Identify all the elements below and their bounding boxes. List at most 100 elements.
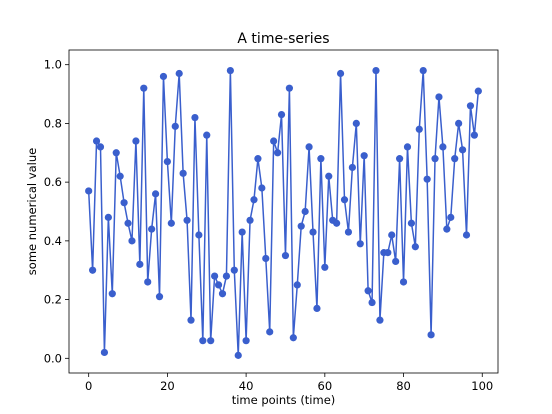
data-point <box>171 122 179 130</box>
data-point <box>179 169 187 177</box>
data-point <box>108 290 116 298</box>
data-point <box>246 216 254 224</box>
data-point <box>207 337 215 345</box>
data-point <box>89 266 97 274</box>
y-tick-label: 0.2 <box>44 293 62 307</box>
data-point <box>470 131 478 139</box>
data-point <box>187 316 195 324</box>
y-tick-label: 0.4 <box>44 234 62 248</box>
chart-title: A time-series <box>237 31 329 47</box>
data-point <box>376 316 384 324</box>
data-point <box>242 337 250 345</box>
data-point <box>254 155 262 163</box>
data-point <box>214 281 223 289</box>
data-point <box>250 196 258 204</box>
data-point <box>163 157 171 166</box>
data-point <box>474 87 482 95</box>
data-point <box>222 272 231 280</box>
y-tick-label: 0.8 <box>44 116 62 130</box>
data-point <box>443 225 451 233</box>
data-point <box>407 219 416 227</box>
x-tick-label: 80 <box>396 379 411 393</box>
data-point <box>293 281 301 289</box>
data-point <box>305 143 313 151</box>
data-point <box>427 331 435 339</box>
data-point <box>396 155 404 163</box>
data-point <box>195 231 203 239</box>
data-point <box>372 66 380 75</box>
data-point <box>321 263 329 271</box>
x-tick-label: 100 <box>471 379 493 393</box>
data-point <box>226 66 234 75</box>
data-point <box>317 155 325 163</box>
data-point <box>120 199 128 207</box>
data-point <box>148 225 156 233</box>
data-point <box>344 228 353 236</box>
data-point <box>151 190 160 198</box>
data-point <box>183 216 191 224</box>
data-point <box>266 328 274 336</box>
data-point <box>277 111 286 119</box>
data-point <box>297 222 305 230</box>
data-point <box>191 113 199 122</box>
data-point <box>104 213 112 221</box>
data-point <box>140 84 148 92</box>
data-point <box>199 337 207 345</box>
data-point <box>167 219 175 227</box>
y-axis-ticks: 0.0 0.2 0.4 0.6 0.8 1.0 <box>44 58 69 365</box>
data-point <box>392 257 400 266</box>
x-tick-label: 40 <box>239 379 254 393</box>
data-point <box>132 137 140 145</box>
data-point <box>435 93 443 101</box>
data-point <box>218 290 227 298</box>
data-point <box>336 69 345 78</box>
data-point <box>262 254 270 263</box>
data-point <box>423 175 431 183</box>
data-point <box>144 278 152 286</box>
data-point <box>100 348 109 357</box>
data-point <box>116 172 124 180</box>
data-point <box>258 184 266 192</box>
data-point <box>203 131 211 139</box>
data-point <box>124 219 132 227</box>
data-point <box>309 228 317 236</box>
data-point <box>368 298 376 307</box>
data-point <box>415 125 423 133</box>
data-point <box>112 149 120 157</box>
data-point <box>285 84 293 92</box>
data-point <box>384 249 392 257</box>
series-line <box>87 70 480 356</box>
data-point <box>439 143 447 151</box>
data-point <box>466 102 475 110</box>
data-point <box>136 260 144 268</box>
data-point <box>356 240 364 248</box>
y-axis-label: some numerical value <box>25 148 39 275</box>
y-tick-label: 0.6 <box>44 175 62 189</box>
y-tick-label: 1.0 <box>44 58 62 72</box>
data-point <box>399 278 408 286</box>
data-point <box>388 231 396 239</box>
data-point <box>128 237 136 245</box>
data-point <box>85 187 93 195</box>
x-axis-ticks: 0 20 40 60 80 100 <box>85 373 493 393</box>
data-point <box>431 155 439 163</box>
data-point <box>211 272 219 280</box>
data-point <box>238 228 246 236</box>
data-point <box>230 266 238 274</box>
data-point <box>274 149 282 157</box>
data-point <box>333 219 341 227</box>
data-point <box>234 351 242 359</box>
data-point <box>458 146 467 154</box>
data-point <box>360 152 368 160</box>
data-point <box>348 163 356 172</box>
data-point <box>96 143 105 151</box>
data-point <box>447 213 455 221</box>
data-point <box>159 72 168 81</box>
data-point <box>462 231 471 239</box>
data-point <box>455 119 463 128</box>
data-point <box>313 304 321 312</box>
data-point <box>270 137 278 145</box>
x-axis-label: time points (time) <box>232 393 336 407</box>
